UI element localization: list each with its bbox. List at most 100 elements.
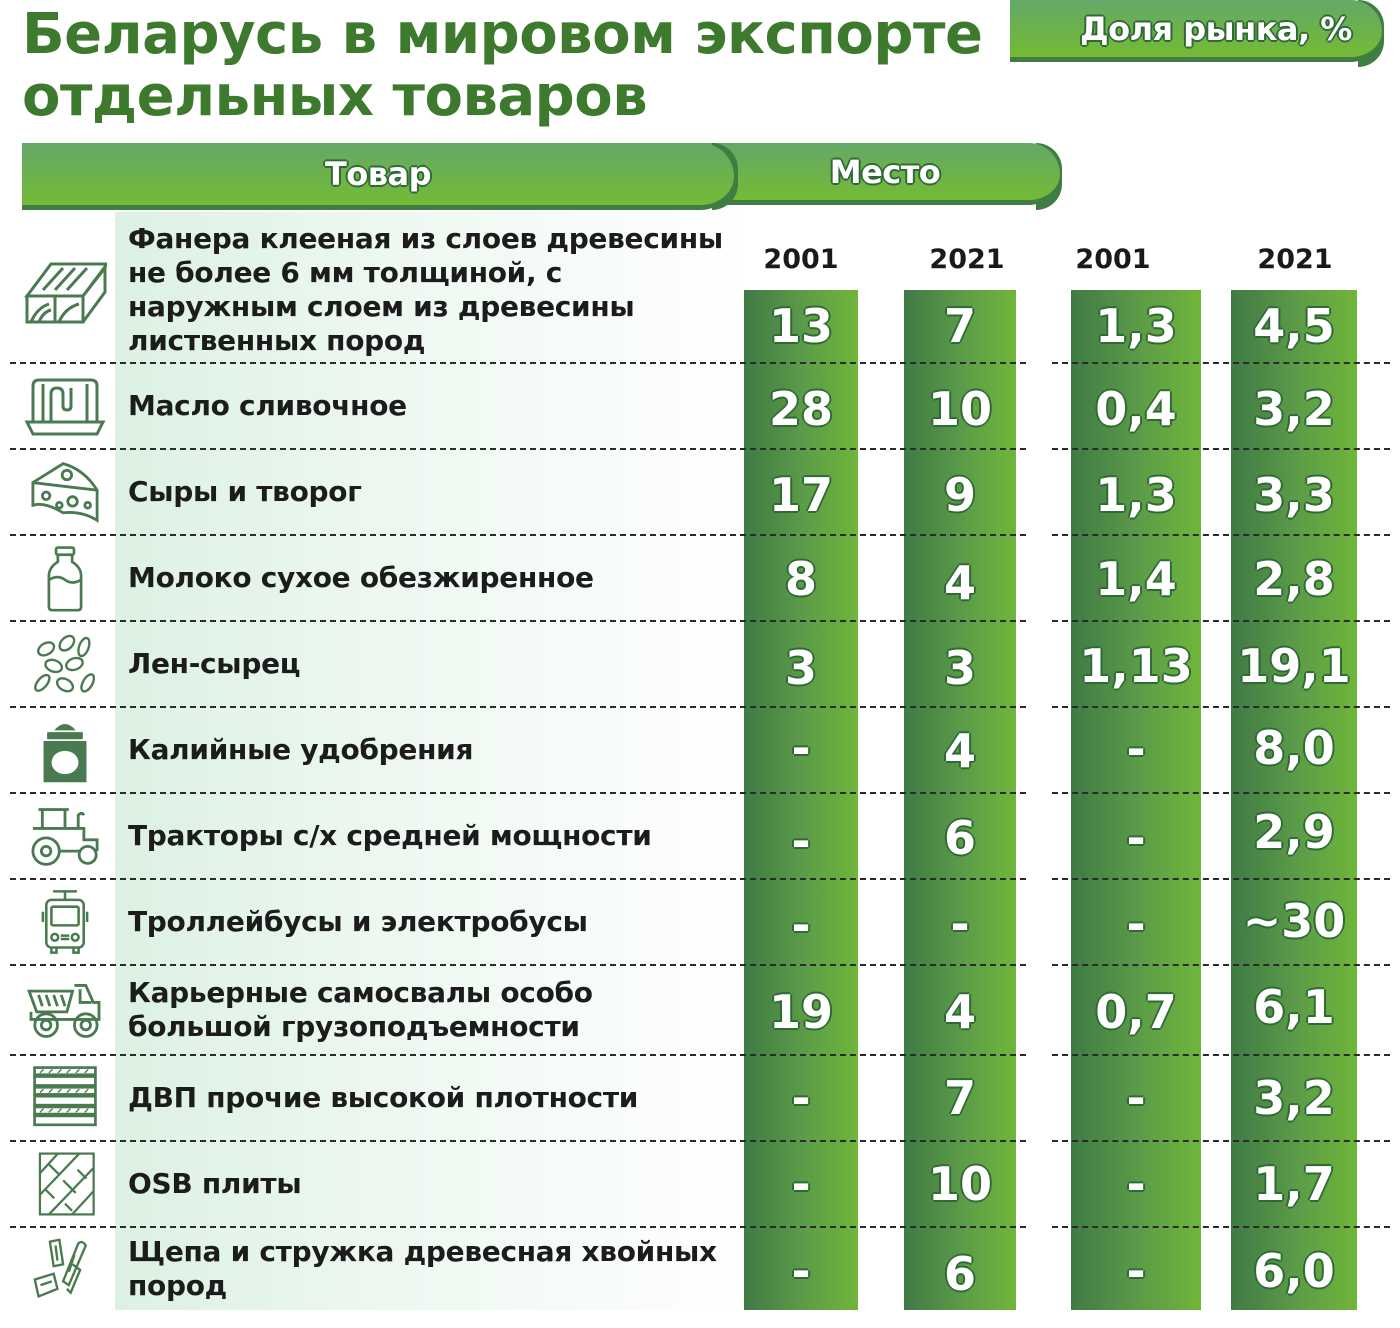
flax-seeds-icon [20, 628, 110, 700]
rank-2001: 13 [768, 299, 833, 353]
rank-2001: - [791, 1244, 811, 1298]
table-row: Карьерные самосвалы особо большой грузоп… [0, 966, 1400, 1054]
trolleybus-icon [20, 882, 110, 962]
share-2021: 2,8 [1253, 552, 1335, 606]
share-2021: ~30 [1242, 894, 1346, 948]
share-2001: - [1126, 1244, 1146, 1298]
row-divider [1052, 620, 1390, 622]
share-2021: 3,2 [1253, 382, 1335, 436]
table-row: Масло сливочное 28 10 0,4 3,2 [0, 364, 1400, 448]
rank-2021: 10 [927, 382, 992, 436]
header-rank: Место [680, 143, 1060, 205]
rank-2021: 6 [943, 1247, 976, 1301]
wood-chips-icon [20, 1234, 110, 1306]
row-divider [1052, 1226, 1390, 1228]
share-2001: 1,3 [1095, 299, 1177, 353]
product-name: Калийные удобрения [128, 733, 474, 766]
rank-2001: - [791, 898, 811, 952]
share-2021: 3,2 [1253, 1071, 1335, 1125]
rank-2001: 17 [768, 468, 833, 522]
rank-2021: 10 [927, 1157, 992, 1211]
table-row: OSB плиты - 10 - 1,7 [0, 1142, 1400, 1226]
share-2021: 2,9 [1253, 805, 1335, 859]
header-product: Товар [22, 143, 734, 210]
rank-2001: 28 [768, 382, 833, 436]
rank-2001: 3 [784, 641, 817, 695]
header-rank-label: Место [829, 152, 941, 191]
header-share: Доля рынка, % [1010, 0, 1382, 62]
table-row: Тракторы с/х средней мощности - 6 - 2,9 [0, 794, 1400, 878]
rank-2021: 9 [943, 468, 976, 522]
product-name: Сыры и творог [128, 475, 362, 508]
product-name: Троллейбусы и электробусы [128, 905, 588, 938]
row-divider [1052, 878, 1390, 880]
product-name: OSB плиты [128, 1167, 302, 1200]
cheese-icon [20, 456, 110, 528]
rank-2021: - [950, 897, 970, 951]
share-2021: 4,5 [1253, 299, 1335, 353]
table-row: Молоко сухое обезжиренное 8 4 1,4 2,8 [0, 536, 1400, 620]
product-name: Фанера клееная из слоев древесины не бол… [128, 222, 723, 357]
fertilizer-bag-icon [20, 712, 110, 788]
row-divider [10, 534, 1026, 536]
row-divider [10, 964, 1026, 966]
header-share-label: Доля рынка, % [1080, 9, 1352, 48]
row-divider [10, 792, 1026, 794]
table-row: Лен-сырец 3 3 1,13 19,1 [0, 622, 1400, 706]
milk-bottle-icon [20, 540, 110, 616]
rank-2021: 7 [943, 299, 976, 353]
year-share-2001: 2001 [1075, 244, 1151, 275]
row-divider [1052, 1054, 1390, 1056]
share-2001: - [1126, 811, 1146, 865]
row-divider [1052, 706, 1390, 708]
rank-2021: 4 [943, 985, 976, 1039]
plywood-icon [20, 248, 110, 332]
row-divider [10, 1054, 1026, 1056]
row-divider [10, 1140, 1026, 1142]
rank-2001: 19 [768, 985, 833, 1039]
rank-2001: - [791, 721, 811, 775]
row-divider [10, 1226, 1026, 1228]
row-divider [1052, 964, 1390, 966]
row-divider [1052, 448, 1390, 450]
row-divider [10, 706, 1026, 708]
dump-truck-icon [20, 974, 110, 1046]
row-divider [10, 448, 1026, 450]
year-share-2021: 2021 [1257, 244, 1333, 275]
table-row: Сыры и творог 17 9 1,3 3,3 [0, 450, 1400, 534]
product-name: Лен-сырец [128, 647, 301, 680]
share-2001: - [1126, 897, 1146, 951]
share-2021: 1,7 [1253, 1157, 1335, 1211]
rank-2021: 4 [943, 556, 976, 610]
product-name: Молоко сухое обезжиренное [128, 561, 594, 594]
tractor-icon [20, 800, 110, 872]
rank-2021: 4 [943, 724, 976, 778]
title-line-1: Беларусь в мировом экспорте [22, 2, 983, 67]
row-divider [10, 620, 1026, 622]
table-row: Калийные удобрения - 4 - 8,0 [0, 708, 1400, 792]
share-2001: 0,7 [1095, 985, 1177, 1039]
rank-2001: - [791, 1071, 811, 1125]
rank-2001: - [791, 1157, 811, 1211]
title-line-2: отдельных товаров [22, 64, 648, 129]
share-2001: - [1126, 722, 1146, 776]
table-row: ДВП прочие высокой плотности - 7 - 3,2 [0, 1056, 1400, 1140]
product-name: Щепа и стружка древесная хвойных пород [128, 1235, 717, 1302]
product-name: Масло сливочное [128, 389, 407, 422]
product-name: Тракторы с/х средней мощности [128, 819, 652, 852]
butter-icon [20, 372, 110, 440]
share-2021: 3,3 [1253, 468, 1335, 522]
rank-2021: 7 [943, 1071, 976, 1125]
rank-2021: 6 [943, 811, 976, 865]
table-row: Троллейбусы и электробусы - - - ~30 [0, 880, 1400, 964]
row-divider [1052, 792, 1390, 794]
share-2021: 6,0 [1253, 1244, 1335, 1298]
share-2001: 1,3 [1095, 468, 1177, 522]
share-2001: 1,4 [1095, 552, 1177, 606]
page-title: Беларусь в мировом экспорте отдельных то… [22, 2, 983, 129]
share-2001: 0,4 [1095, 382, 1177, 436]
share-2021: 6,1 [1253, 980, 1335, 1034]
header-product-label: Товар [324, 155, 432, 193]
row-divider [1052, 362, 1390, 364]
table-row: Фанера клееная из слоев древесины не бол… [0, 218, 1400, 362]
